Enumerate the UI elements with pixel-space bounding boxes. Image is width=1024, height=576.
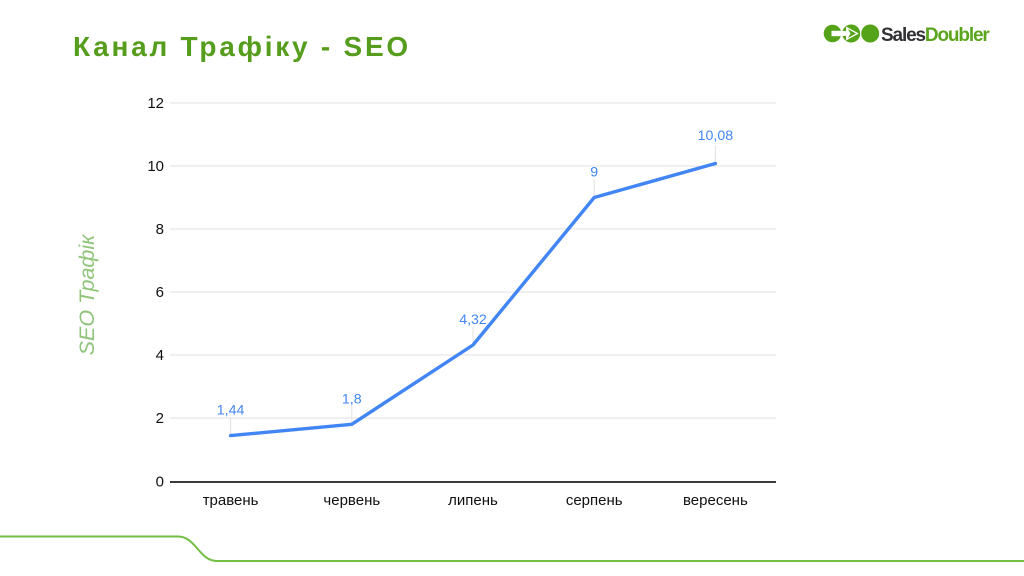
svg-text:10,08: 10,08 — [698, 128, 734, 144]
svg-text:4: 4 — [156, 347, 164, 364]
svg-text:1,8: 1,8 — [342, 391, 362, 407]
svg-text:SalesDoubler: SalesDoubler — [881, 25, 990, 46]
svg-text:травень: травень — [203, 492, 259, 509]
svg-text:серпень: серпень — [566, 492, 623, 509]
svg-text:6: 6 — [156, 284, 164, 301]
svg-text:9: 9 — [590, 165, 598, 181]
svg-text:4,32: 4,32 — [459, 312, 487, 328]
svg-text:1,44: 1,44 — [217, 403, 245, 419]
svg-text:0: 0 — [156, 474, 164, 491]
svg-text:липень: липень — [448, 492, 498, 509]
svg-text:SEO Трафік: SEO Трафік — [75, 234, 99, 355]
svg-text:2: 2 — [156, 410, 164, 427]
svg-text:червень: червень — [323, 492, 380, 509]
svg-text:вересень: вересень — [683, 492, 748, 509]
svg-text:12: 12 — [147, 95, 164, 112]
svg-text:10: 10 — [147, 158, 164, 175]
svg-text:8: 8 — [156, 221, 164, 238]
